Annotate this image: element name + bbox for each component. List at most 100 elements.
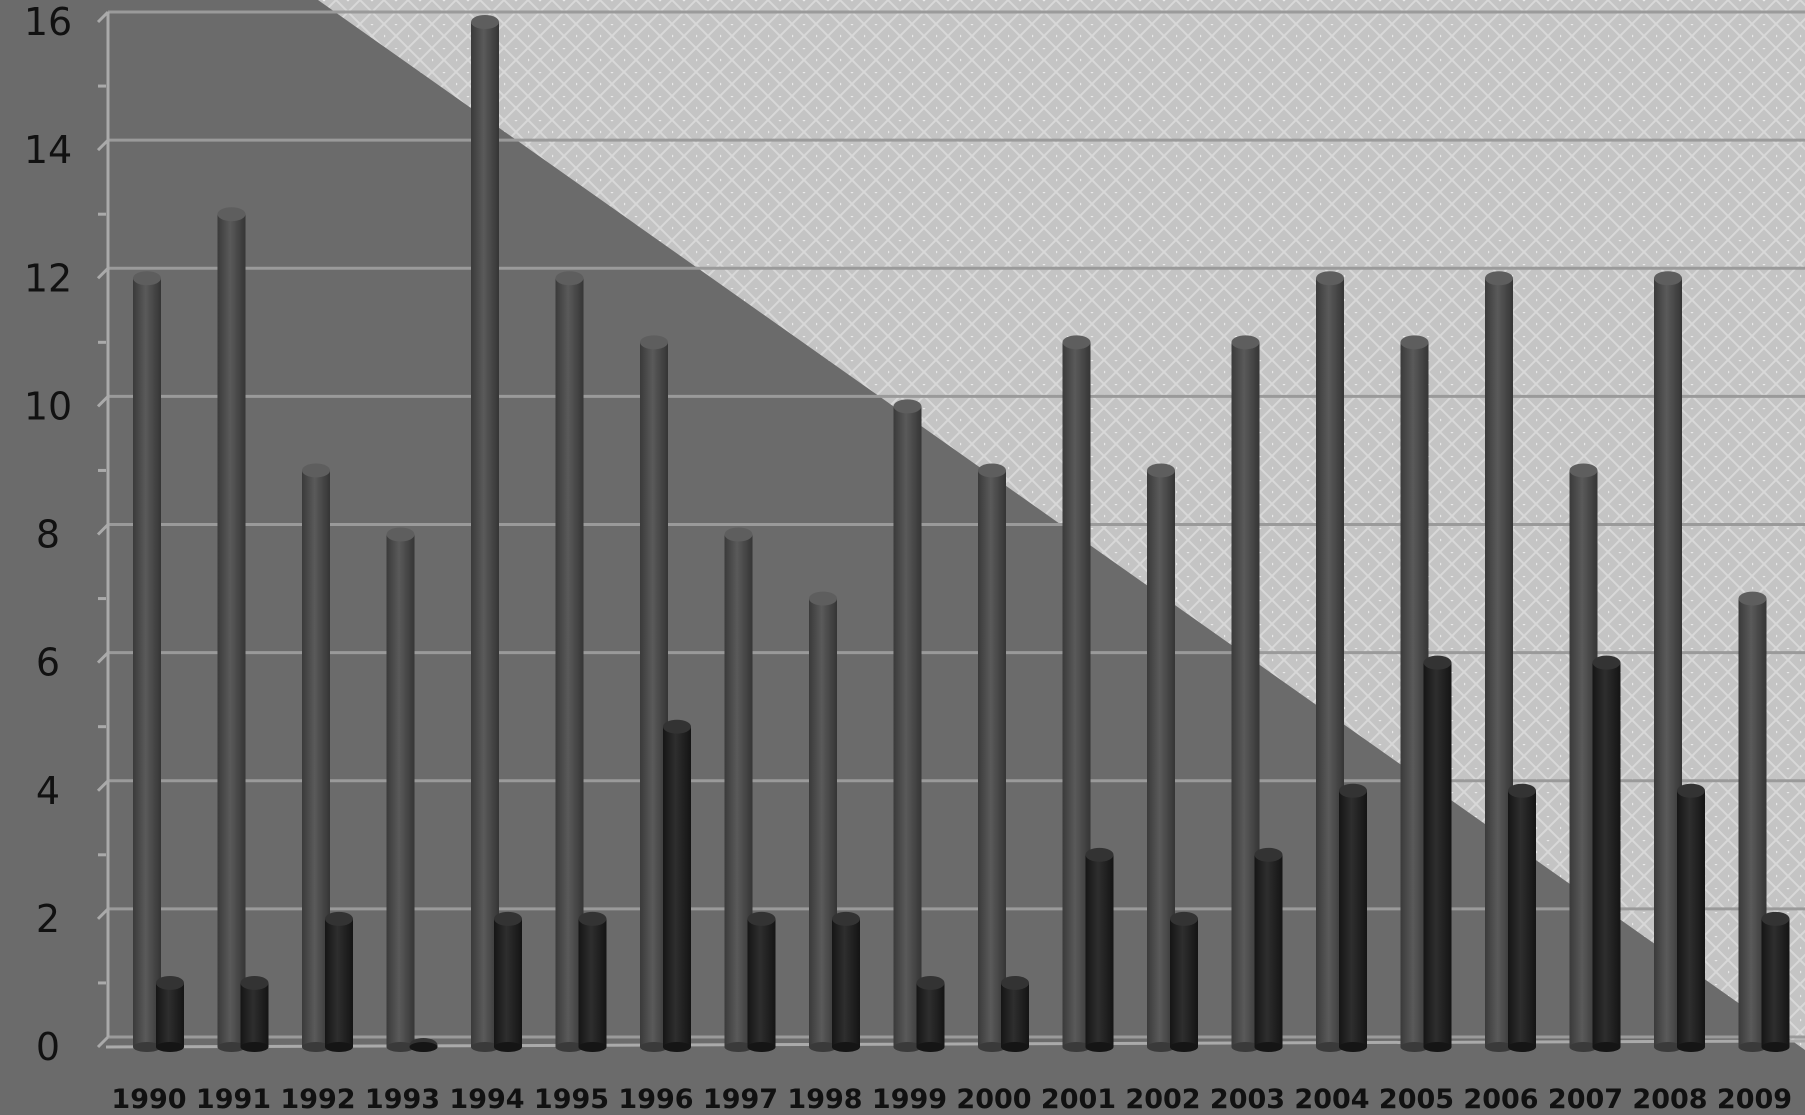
bar-top (133, 271, 161, 286)
bar-body (1677, 790, 1705, 1047)
bar-top (724, 527, 753, 542)
bar-top (1062, 335, 1091, 350)
bar-base (1147, 1042, 1175, 1052)
bar-top (1085, 847, 1114, 862)
bar-base (809, 1042, 837, 1052)
bar-base (724, 1042, 753, 1052)
bar-top (832, 911, 860, 926)
bar-body (325, 918, 353, 1047)
bar-top (809, 591, 837, 606)
bar-base (386, 1042, 415, 1052)
bar-base (1316, 1042, 1344, 1052)
bar-top (1147, 463, 1175, 478)
x-tick-label: 1993 (365, 1084, 440, 1115)
y-major-tick (96, 523, 110, 536)
bar-body (978, 470, 1006, 1047)
bar-top (1485, 271, 1513, 286)
x-tick-label: 2004 (1294, 1084, 1369, 1115)
x-tick-label: 1996 (618, 1084, 693, 1115)
y-major-tick (96, 779, 110, 792)
bar-base (1423, 1042, 1452, 1052)
bar-body (1254, 854, 1283, 1047)
bar-body (494, 918, 522, 1047)
bar (578, 911, 607, 1052)
bar-base (1654, 1042, 1682, 1052)
bar (325, 911, 353, 1052)
x-tick-label: 2002 (1125, 1084, 1200, 1115)
bar-base (747, 1042, 776, 1052)
bar-base (494, 1042, 522, 1052)
bar-top (747, 911, 776, 926)
bar-base (893, 1042, 922, 1052)
bar-body (471, 22, 499, 1047)
y-tick-label: 12 (24, 256, 72, 300)
bar-top (302, 463, 330, 478)
bar-base (1569, 1042, 1598, 1052)
bar-base (555, 1042, 584, 1052)
bar-body (1508, 790, 1536, 1047)
bar (133, 271, 161, 1052)
y-major-tick (96, 139, 110, 152)
bar-base (1508, 1042, 1536, 1052)
bar-body (217, 214, 246, 1047)
bar-body (663, 726, 691, 1047)
bar-top (1400, 335, 1429, 350)
x-tick-label: 2006 (1463, 1084, 1538, 1115)
bar-base (1001, 1042, 1029, 1052)
bar (156, 975, 184, 1052)
bar-top (494, 911, 522, 926)
bar-base (916, 1042, 945, 1052)
bar-base (133, 1042, 161, 1052)
bar-base (1400, 1042, 1429, 1052)
bar-top (663, 719, 691, 734)
y-tick-label: 0 (36, 1025, 60, 1069)
bar-body (916, 982, 945, 1047)
x-tick-label: 1990 (111, 1084, 186, 1115)
x-tick-label: 1992 (280, 1084, 355, 1115)
bar (1147, 463, 1175, 1052)
bar (409, 1038, 438, 1052)
y-tick-label: 2 (36, 897, 60, 941)
y-major-tick (96, 10, 110, 24)
bar-top (1423, 655, 1452, 670)
bar-top (1677, 783, 1705, 798)
bar-top (217, 207, 246, 222)
bar-top (1738, 591, 1767, 606)
x-tick-labels: 1990 1991 1992 1993 1994 1995 1996 1997 1998 1999… (111, 1084, 1792, 1115)
bar (1592, 655, 1621, 1052)
bar (1508, 783, 1536, 1052)
bar (893, 399, 922, 1052)
bar-base (832, 1042, 860, 1052)
bar-top (1231, 335, 1260, 350)
y-major-tick (96, 1035, 110, 1049)
bar-top (978, 463, 1006, 478)
bar-base (471, 1042, 499, 1052)
bar-base (978, 1042, 1006, 1052)
x-tick-label: 2000 (956, 1084, 1031, 1115)
bar (1001, 975, 1029, 1052)
bar-base (1085, 1042, 1114, 1052)
bar (1339, 783, 1367, 1052)
x-tick-label: 2001 (1041, 1084, 1116, 1115)
bar-top (156, 975, 184, 990)
bar-base (325, 1042, 353, 1052)
bar-body (1170, 918, 1198, 1047)
bar-body (1592, 662, 1621, 1047)
bar-body (747, 918, 776, 1047)
bar-top (240, 975, 269, 990)
bar-top (1761, 911, 1790, 926)
bars (133, 15, 1790, 1052)
y-tick-label: 6 (36, 641, 60, 685)
y-major-tick (96, 651, 110, 664)
bar-base (1170, 1042, 1198, 1052)
bar (663, 719, 691, 1052)
bar-top (1569, 463, 1598, 478)
bar-base (1231, 1042, 1260, 1052)
x-tick-label: 2009 (1717, 1084, 1792, 1115)
bar-body (1761, 918, 1790, 1047)
bar-base (1254, 1042, 1283, 1052)
x-tick-label: 1991 (196, 1084, 271, 1115)
x-tick-label: 2005 (1379, 1084, 1454, 1115)
bar (386, 527, 415, 1052)
